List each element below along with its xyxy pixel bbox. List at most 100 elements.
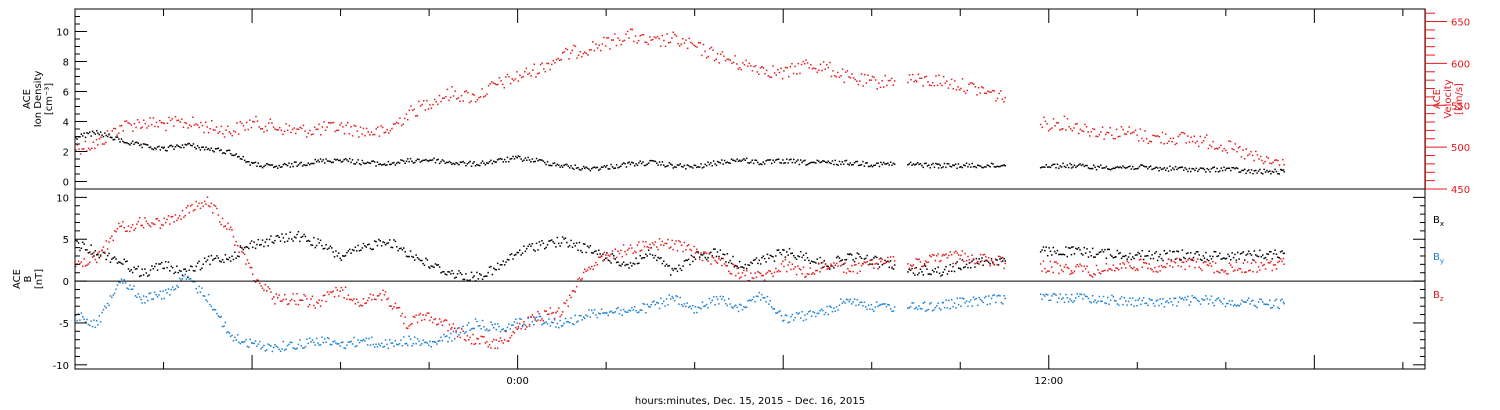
- by-point: [993, 294, 996, 296]
- bx-point: [736, 265, 738, 268]
- bz-point: [1073, 270, 1076, 272]
- bz-point: [1244, 271, 1246, 273]
- by-point: [105, 307, 107, 309]
- velocity-point: [910, 78, 912, 81]
- bx-point: [382, 241, 384, 243]
- by-point: [1242, 301, 1245, 303]
- bz-point: [1070, 272, 1073, 275]
- density-point: [878, 165, 881, 168]
- bx-point: [1231, 252, 1233, 254]
- density-point: [155, 148, 157, 150]
- by-point: [75, 314, 77, 317]
- bx-point: [210, 254, 213, 257]
- by-point: [454, 338, 456, 340]
- velocity-point: [328, 122, 330, 124]
- bz-point: [553, 317, 556, 320]
- velocity-point: [1161, 131, 1164, 134]
- bz-point: [1063, 266, 1066, 268]
- density-point: [343, 158, 345, 161]
- velocity-point: [974, 86, 977, 88]
- by-point: [889, 308, 892, 310]
- bx-point: [544, 247, 546, 250]
- velocity-point: [911, 73, 914, 76]
- bx-point: [1080, 253, 1083, 255]
- velocity-point: [988, 91, 991, 93]
- density-point: [1079, 163, 1081, 165]
- velocity-point: [639, 35, 641, 37]
- bz-point: [1241, 271, 1243, 273]
- velocity-point: [334, 130, 336, 133]
- bz-point: [356, 298, 358, 300]
- by-point: [389, 339, 391, 341]
- bz-point: [476, 337, 478, 340]
- bx-point: [273, 242, 275, 244]
- velocity-point: [1085, 126, 1088, 128]
- density-point: [335, 159, 337, 161]
- by-point: [959, 297, 961, 299]
- bz-point: [335, 286, 337, 289]
- bx-point: [852, 259, 854, 261]
- density-point: [542, 160, 545, 162]
- by-point: [813, 311, 816, 314]
- density-point: [658, 161, 661, 163]
- velocity-point: [634, 35, 637, 37]
- by-point: [768, 303, 770, 305]
- velocity-point: [411, 109, 414, 112]
- density-point: [1271, 170, 1273, 173]
- density-point: [1142, 165, 1145, 167]
- density-point: [1134, 168, 1137, 170]
- by-point: [393, 345, 395, 347]
- by-point: [964, 302, 966, 304]
- density-point: [487, 162, 489, 165]
- by-point: [480, 328, 482, 330]
- bx-point: [710, 251, 712, 254]
- density-point: [351, 159, 354, 161]
- bz-point: [170, 216, 172, 218]
- bz-point: [148, 224, 150, 227]
- bx-point: [1125, 254, 1127, 257]
- density-point: [1160, 168, 1163, 171]
- velocity-point: [1076, 122, 1078, 125]
- velocity-point: [116, 134, 118, 136]
- density-point: [986, 164, 989, 166]
- density-point: [1183, 169, 1185, 171]
- bz-point: [1154, 266, 1156, 269]
- density-point: [306, 164, 308, 166]
- density-point: [479, 164, 481, 167]
- velocity-point: [135, 126, 137, 129]
- velocity-point: [751, 70, 754, 72]
- velocity-point: [716, 53, 719, 55]
- by-point: [922, 302, 924, 304]
- bx-point: [300, 236, 302, 238]
- by-point: [1123, 297, 1126, 299]
- bx-point: [769, 254, 771, 257]
- density-point: [108, 133, 110, 135]
- bz-point: [1277, 261, 1279, 264]
- bx-point: [921, 271, 923, 273]
- bz-point: [1217, 271, 1220, 273]
- bx-point: [1160, 257, 1163, 260]
- bx-point: [159, 263, 162, 265]
- velocity-point: [157, 126, 159, 128]
- bx-point: [761, 257, 763, 259]
- bz-point: [788, 261, 791, 263]
- density-point: [928, 164, 930, 166]
- by-point: [278, 348, 280, 351]
- bz-point: [351, 299, 354, 302]
- density-point: [784, 162, 787, 164]
- by-point: [909, 305, 912, 308]
- velocity-point: [691, 42, 694, 45]
- density-point: [1123, 166, 1126, 169]
- bx-point: [201, 267, 203, 269]
- density-point: [201, 146, 203, 149]
- density-point: [1075, 166, 1077, 169]
- velocity-point: [993, 90, 996, 92]
- by-point: [551, 321, 553, 323]
- bx-point: [275, 235, 278, 237]
- velocity-point: [805, 59, 807, 61]
- density-point: [397, 161, 399, 163]
- density-point: [618, 166, 621, 168]
- density-point: [827, 160, 829, 162]
- density-point: [1136, 168, 1138, 170]
- bz-point: [349, 298, 351, 301]
